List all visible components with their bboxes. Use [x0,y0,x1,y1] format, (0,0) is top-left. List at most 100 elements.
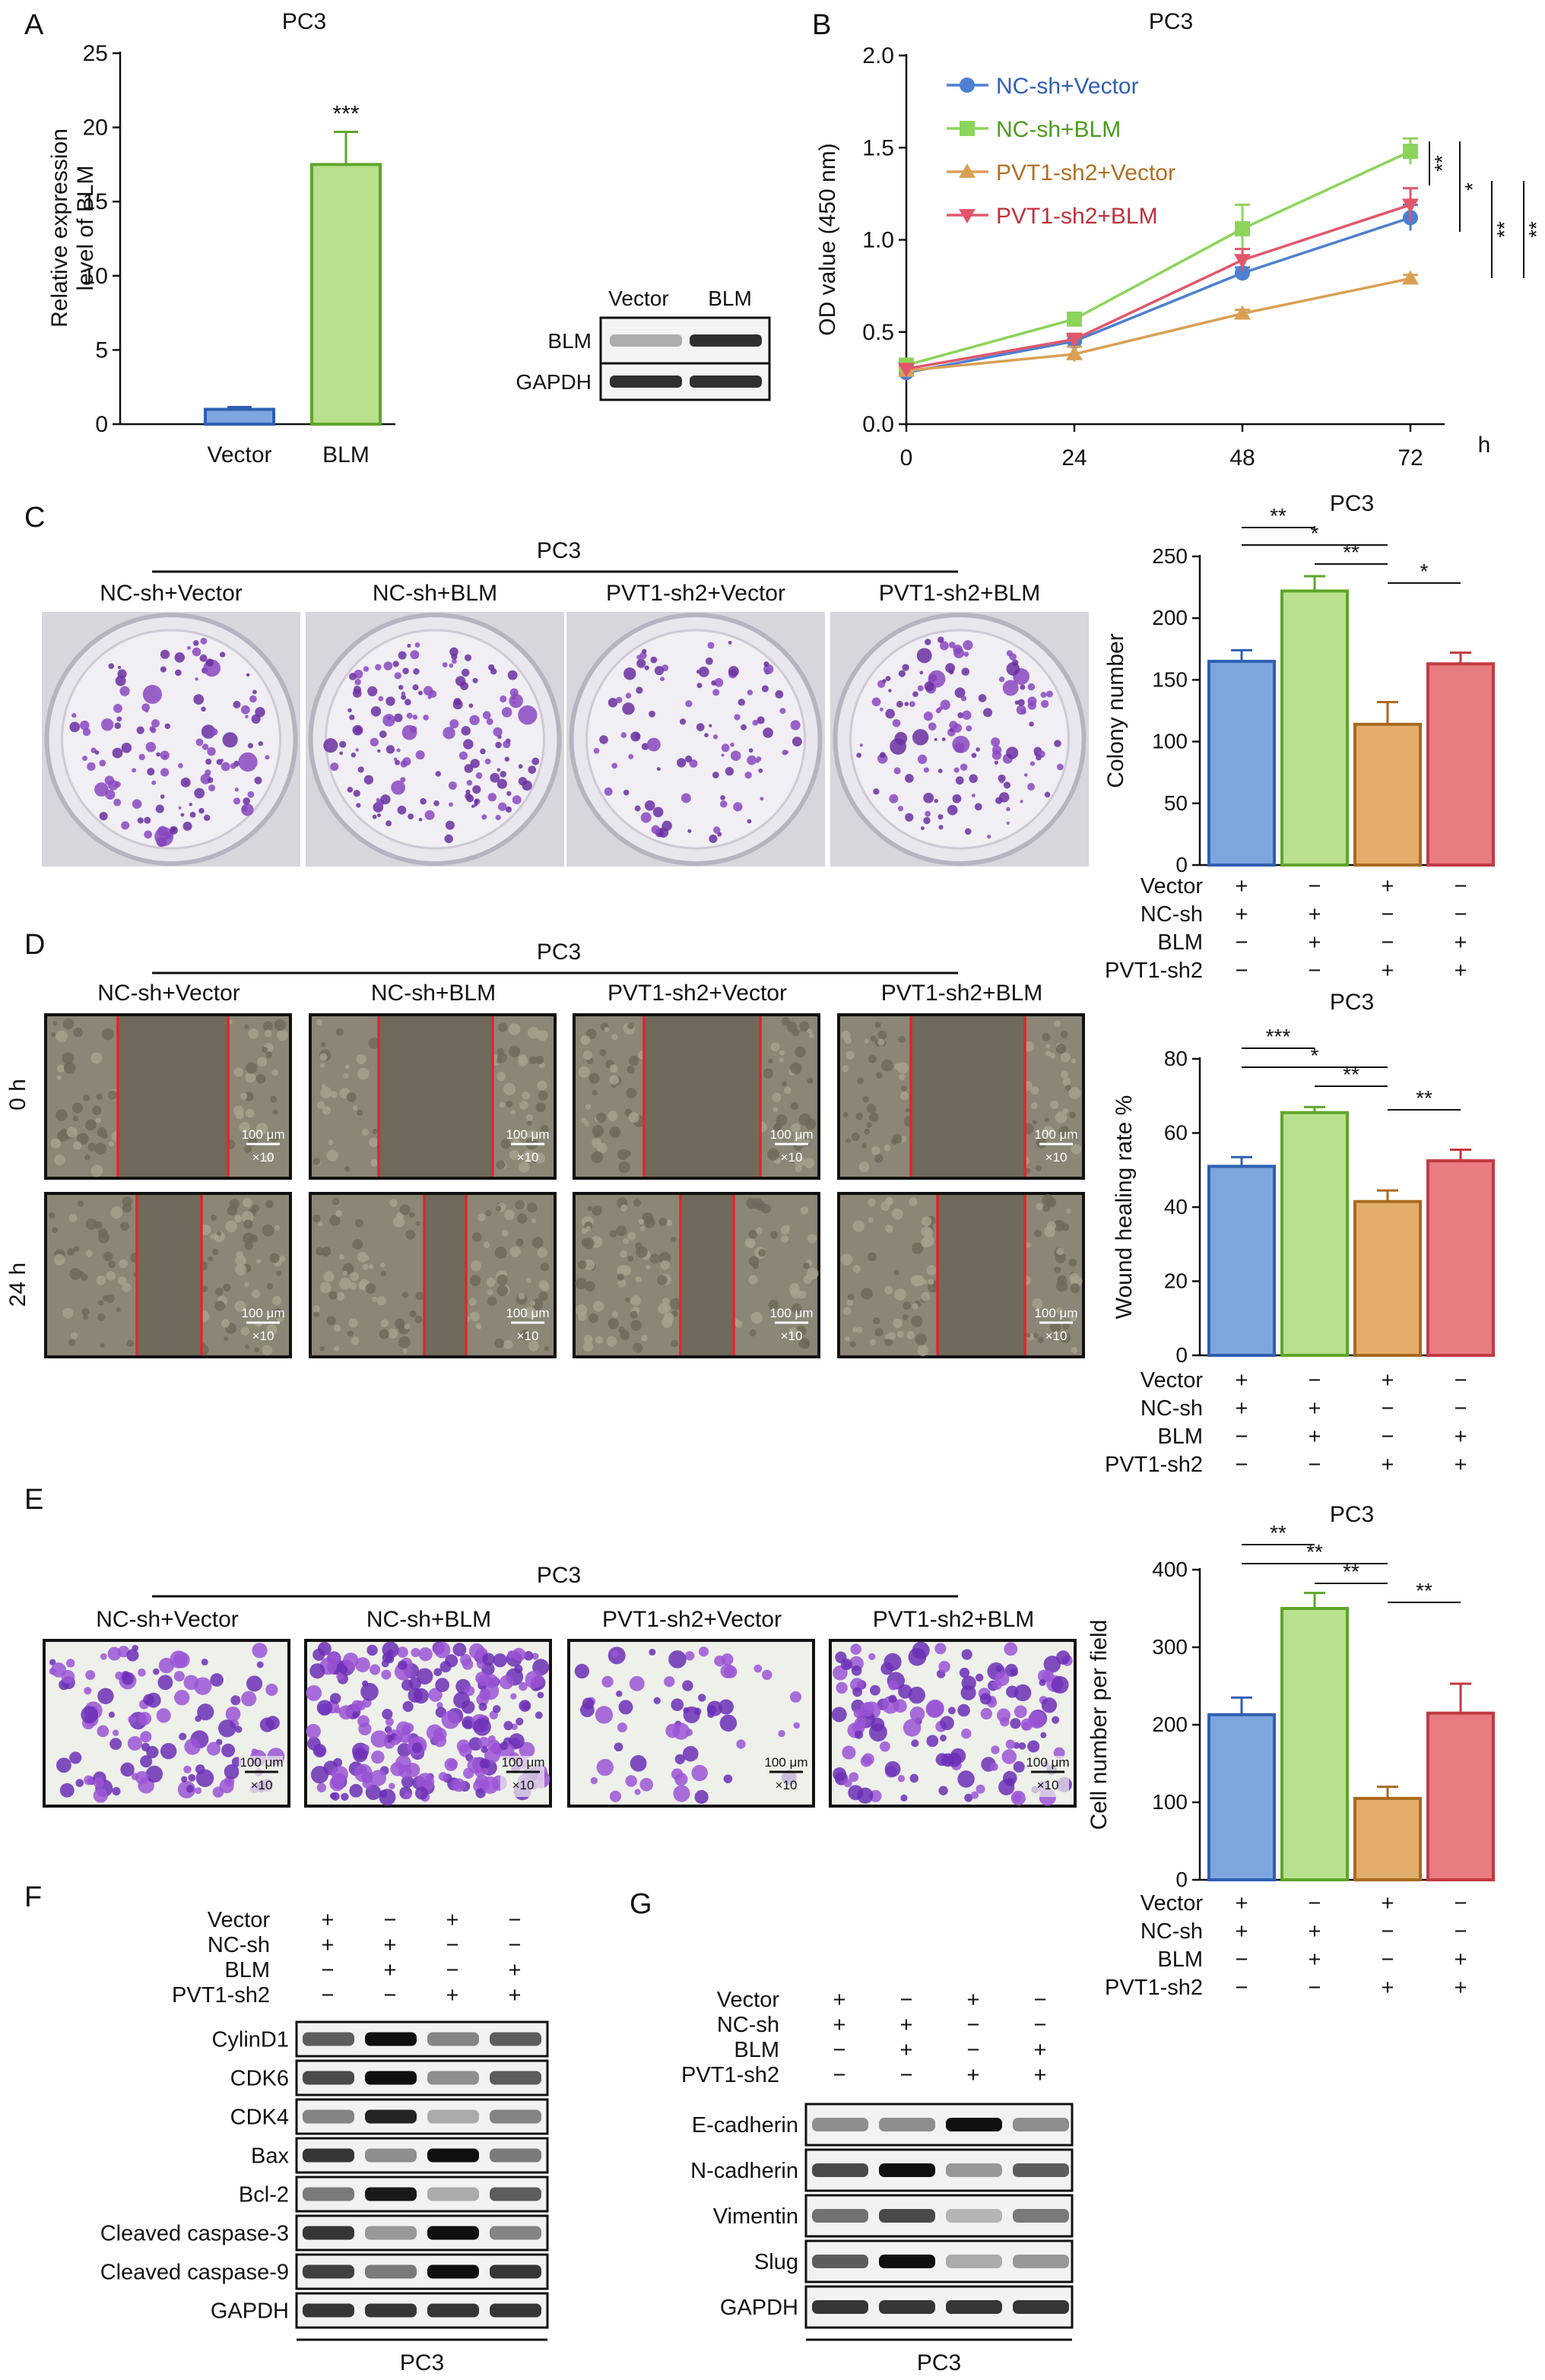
colony [679,718,687,725]
cell [609,1127,621,1139]
cell [846,1299,854,1306]
colony [113,798,122,807]
colony [433,800,439,807]
blot-band [812,2163,868,2177]
cell [608,1318,619,1329]
invaded-cell [382,1641,399,1659]
y-tick-label: 0 [1175,1868,1188,1891]
invaded-cell [947,1707,956,1715]
colony [987,835,991,839]
blot-band [365,2032,417,2046]
invaded-cell [1014,1684,1032,1702]
group-label: PVT1-sh2+Vector [608,981,787,1006]
cell [623,1238,629,1244]
y-tick-label: 200 [1152,1713,1188,1736]
colony [953,742,965,753]
colony [1054,740,1061,747]
colony [132,799,142,809]
cell [522,1091,530,1100]
cell [594,1133,599,1139]
cell [227,1206,237,1216]
cell [279,1255,286,1262]
cell [790,1288,801,1299]
colony [347,787,354,793]
cell [471,1260,482,1272]
invaded-cell [940,1735,947,1741]
cell [791,1303,802,1314]
colony [472,677,478,683]
scale-bar-label: 100 μm [1026,1755,1069,1770]
colony [998,677,1005,683]
y-tick-label: 0 [95,412,108,437]
cell [1042,1204,1050,1212]
colony [87,762,96,772]
condition-sign: − [1034,1988,1047,2012]
invaded-cell [897,1775,906,1783]
cell [627,1255,634,1262]
invaded-cell [719,1714,738,1732]
colony [628,753,634,759]
cell [884,1334,890,1340]
cell [849,1341,856,1348]
cell [255,1073,266,1084]
colony [80,720,90,730]
colony [160,666,167,673]
scale-bar-label: 100 μm [769,1127,813,1142]
cell [519,1161,530,1173]
invaded-cell [100,1653,107,1660]
cell [503,1339,513,1349]
invaded-cell [462,1659,474,1670]
cell [380,1262,385,1268]
cell [1044,1117,1049,1123]
colony [905,813,914,822]
cell [884,1224,893,1233]
cell [874,1328,884,1337]
cell [909,1197,918,1206]
colony [1044,791,1051,798]
colony [937,814,944,820]
colony [964,828,972,835]
cell [342,1270,347,1276]
invaded-cell [499,1675,514,1690]
invaded-cell [93,1776,104,1788]
cell [609,1064,618,1073]
cell [239,1121,250,1133]
data-point [1403,144,1418,160]
cell [508,1023,521,1035]
colony [420,797,427,805]
invaded-cell [465,1685,475,1697]
cell [926,1265,937,1276]
cell [807,1028,813,1034]
cell [544,1345,550,1352]
invaded-cell [381,1669,392,1680]
colony [406,712,413,719]
scale-bar-mag: ×10 [781,1329,803,1343]
legend-marker [960,121,975,136]
colony [747,689,753,696]
colony [696,683,703,689]
cell [801,1340,810,1349]
colony [1040,699,1049,708]
invaded-cell [519,1681,528,1691]
section-header: PC3 [917,2350,961,2375]
cell [582,1051,593,1060]
cell [496,1071,506,1081]
invaded-cell [898,1684,912,1699]
invaded-cell [145,1765,163,1783]
colony [593,747,600,754]
cell [92,1105,102,1116]
cell [254,1347,260,1353]
colony [69,721,81,733]
colony [418,817,423,822]
blot-band [879,2300,935,2314]
cell [348,1318,358,1328]
condition-label: PVT1-sh2 [681,2063,779,2087]
plate-inner [585,629,806,850]
invaded-cell [436,1702,443,1709]
condition-sign: + [900,2038,913,2062]
cell [277,1029,288,1041]
condition-sign: + [1236,1368,1248,1393]
blot-band [365,2187,417,2201]
cell [1054,1266,1061,1274]
cell [772,1092,782,1102]
